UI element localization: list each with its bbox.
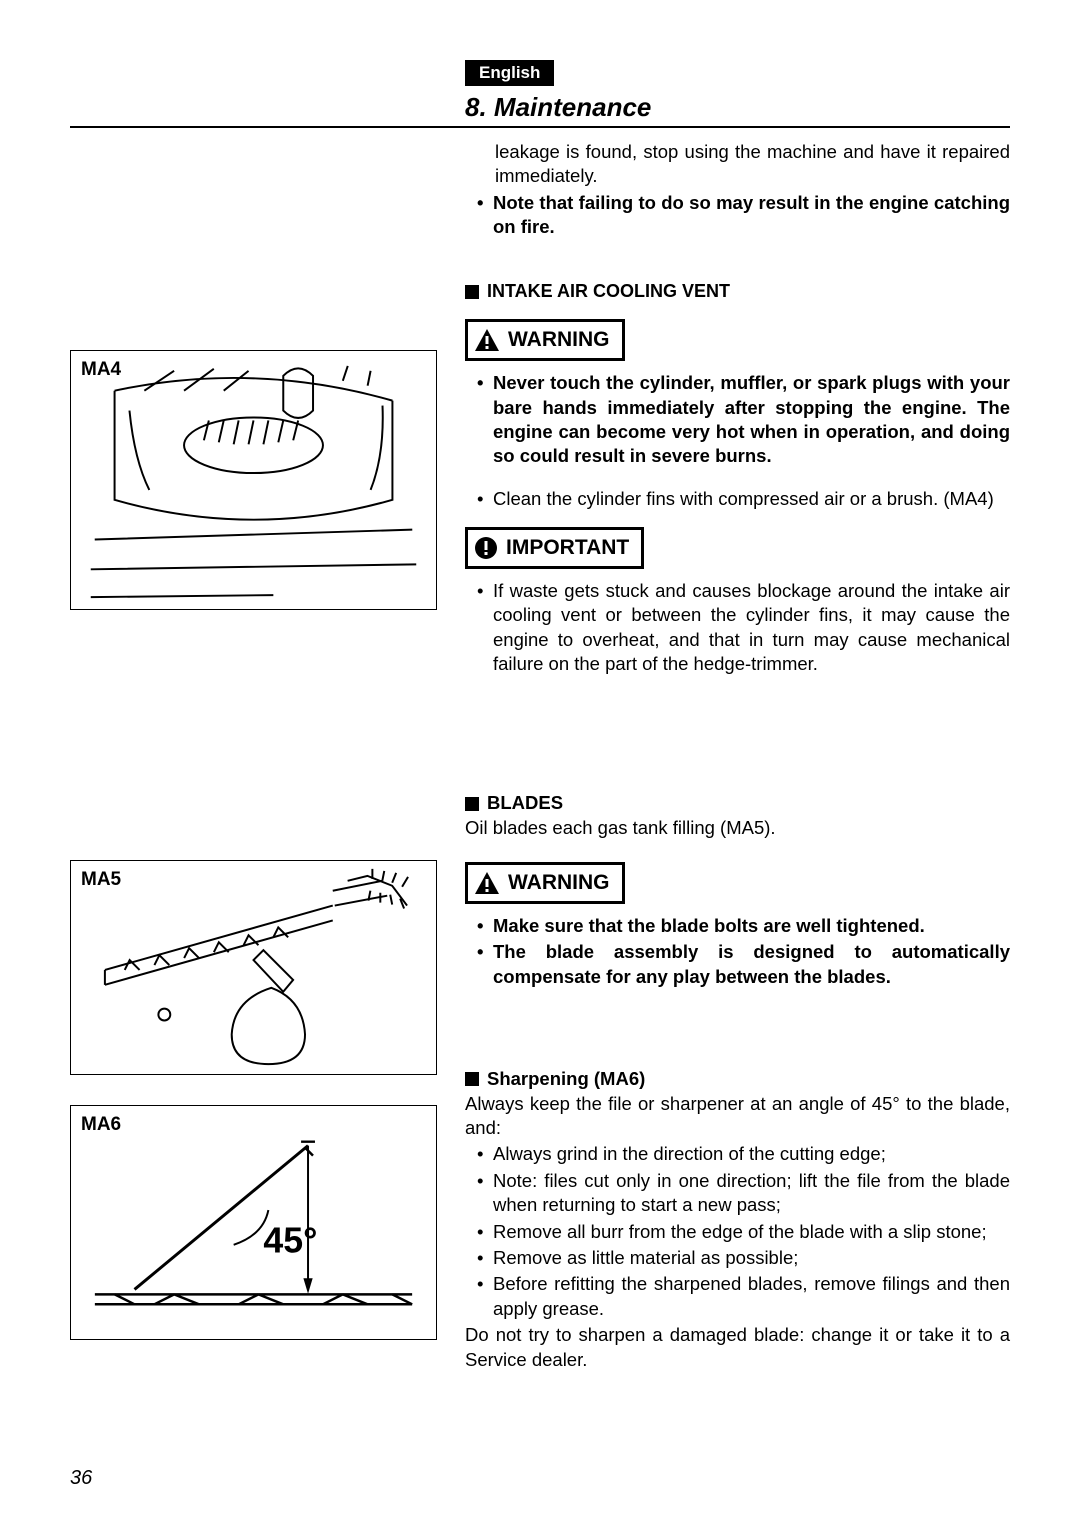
angle-text: 45°	[263, 1221, 317, 1261]
chapter-title: 8. Maintenance	[465, 92, 1010, 123]
square-bullet-icon	[465, 285, 479, 299]
clean-fins: Clean the cylinder fins with compressed …	[493, 487, 1010, 511]
blades-heading-row: BLADES	[465, 791, 1010, 815]
figure-ma6-svg: 45°	[71, 1106, 436, 1339]
figure-ma4-svg	[71, 351, 436, 609]
language-badge: English	[465, 60, 554, 86]
important-label: IMPORTANT	[506, 534, 629, 562]
square-bullet-icon-2	[465, 797, 479, 811]
important-icon	[474, 536, 498, 560]
figure-ma4-label: MA4	[81, 359, 121, 381]
warning-callout-2: WARNING	[465, 862, 625, 904]
intake-heading-row: INTAKE AIR COOLING VENT	[465, 280, 1010, 304]
warning-label-2: WARNING	[508, 869, 610, 897]
sharp-outro: Do not try to sharpen a damaged blade: c…	[465, 1323, 1010, 1372]
text-column: leakage is found, stop using the machine…	[465, 140, 1010, 1372]
warning-label-1: WARNING	[508, 326, 610, 354]
sharp5: Before refitting the sharpened blades, r…	[493, 1272, 1010, 1321]
figure-ma5-label: MA5	[81, 869, 121, 891]
page-number: 36	[70, 1467, 92, 1490]
page-body: MA4 MA5	[70, 140, 1010, 1372]
figures-column: MA4 MA5	[70, 140, 465, 1372]
intake-heading: INTAKE AIR COOLING VENT	[487, 280, 730, 304]
header-rule	[70, 126, 1010, 128]
warning-icon-2	[474, 871, 500, 895]
figure-ma4: MA4	[70, 350, 437, 610]
sharp3: Remove all burr from the edge of the bla…	[493, 1220, 1010, 1244]
important-callout: IMPORTANT	[465, 527, 644, 569]
figure-ma5-svg	[71, 861, 436, 1074]
sharp2: Note: files cut only in one direction; l…	[493, 1169, 1010, 1218]
figure-ma6: MA6 45°	[70, 1105, 437, 1340]
fire-note: Note that failing to do so may result in…	[493, 191, 1010, 240]
sharp1: Always grind in the direction of the cut…	[493, 1142, 1010, 1166]
figure-ma6-label: MA6	[81, 1114, 121, 1136]
warning-callout-1: WARNING	[465, 319, 625, 361]
leakage-text: leakage is found, stop using the machine…	[465, 140, 1010, 189]
blades-oil: Oil blades each gas tank filling (MA5).	[465, 816, 1010, 840]
sharpening-heading: Sharpening (MA6)	[487, 1067, 645, 1091]
sharpening-heading-row: Sharpening (MA6)	[465, 1067, 1010, 1091]
warning-icon	[474, 328, 500, 352]
blade-assembly: The blade assembly is designed to automa…	[493, 940, 1010, 989]
blades-heading: BLADES	[487, 791, 563, 815]
waste-blockage: If waste gets stuck and causes blockage …	[493, 579, 1010, 677]
blade-bolts: Make sure that the blade bolts are well …	[493, 914, 1010, 938]
sharp4: Remove as little material as possible;	[493, 1246, 1010, 1270]
burn-warning: Never touch the cylinder, muffler, or sp…	[493, 371, 1010, 469]
square-bullet-icon-3	[465, 1072, 479, 1086]
sharpen-intro: Always keep the file or sharpener at an …	[465, 1092, 1010, 1141]
figure-ma5: MA5	[70, 860, 437, 1075]
